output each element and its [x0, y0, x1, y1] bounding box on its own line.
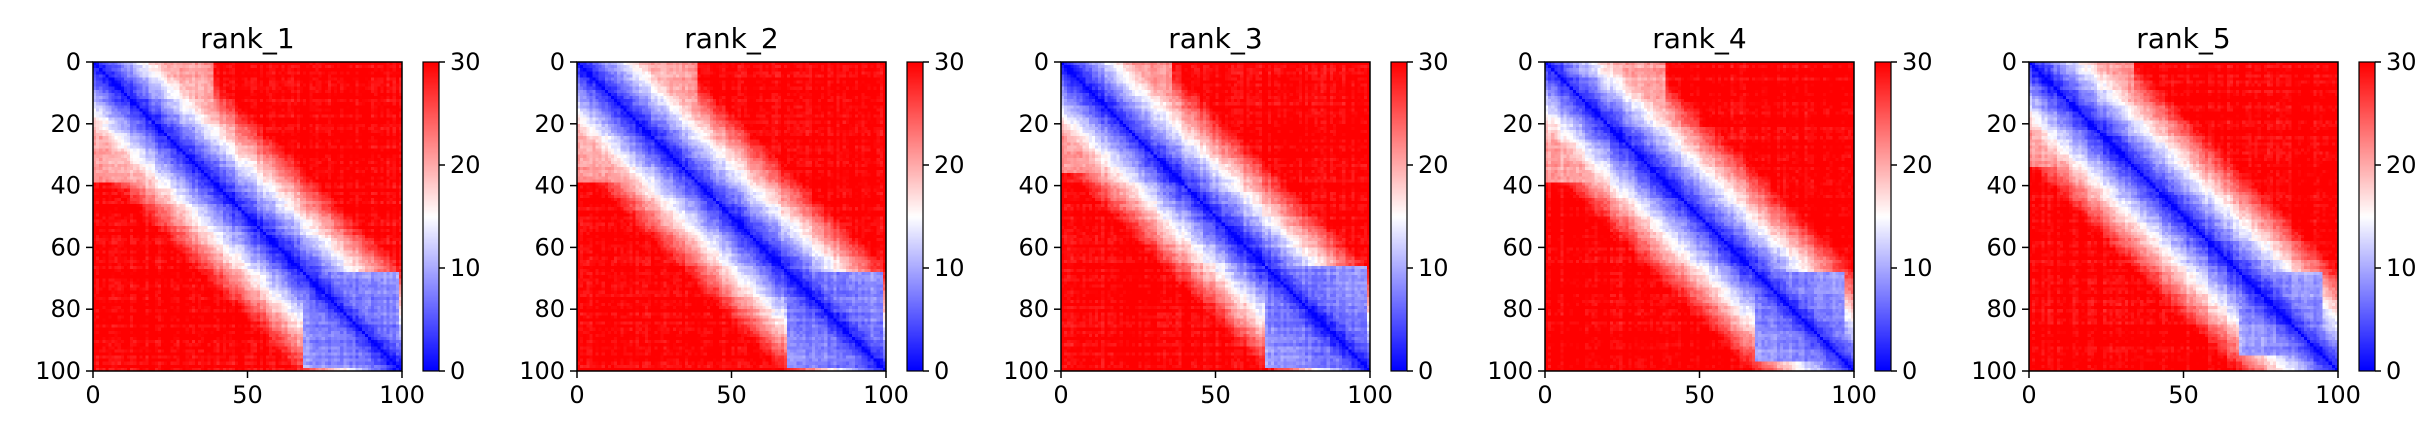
colorbar-tick-label: 0: [1418, 357, 1433, 385]
colorbar-tick-label: 20: [450, 151, 481, 179]
x-tick-label: 0: [569, 381, 584, 409]
x-tick-label: 0: [1053, 381, 1068, 409]
y-tick-label: 20: [534, 110, 565, 138]
colorbar-tick-label: 10: [450, 254, 481, 282]
panel-title: rank_3: [1168, 22, 1262, 55]
y-tick-label: 0: [2002, 48, 2017, 76]
y-tick-label: 80: [1986, 295, 2017, 323]
colorbar: [1391, 62, 1407, 371]
x-tick-label: 50: [2168, 381, 2199, 409]
x-tick-label: 100: [1347, 381, 1393, 409]
colorbar: [907, 62, 923, 371]
y-tick-label: 40: [534, 172, 565, 200]
x-tick-label: 0: [2021, 381, 2036, 409]
x-tick-label: 50: [716, 381, 747, 409]
colorbar-tick-label: 20: [1902, 151, 1933, 179]
y-tick-label: 60: [1018, 233, 1049, 261]
x-tick-label: 100: [863, 381, 909, 409]
colorbar-tick-label: 0: [2386, 357, 2401, 385]
panel-title: rank_5: [2136, 22, 2230, 55]
colorbar-frame: [906, 61, 924, 372]
x-tick-label: 0: [1537, 381, 1552, 409]
colorbar: [2359, 62, 2375, 371]
x-tick-label: 100: [379, 381, 425, 409]
y-tick-label: 100: [35, 357, 81, 385]
colorbar-tick-label: 30: [450, 48, 481, 76]
panel-title: rank_1: [200, 22, 294, 55]
panel-title: rank_2: [684, 22, 778, 55]
panel-title: rank_4: [1652, 22, 1746, 55]
y-tick-label: 40: [1986, 172, 2017, 200]
colorbar: [423, 62, 439, 371]
heatmap-matrix: [1061, 62, 1370, 371]
y-tick-label: 100: [1003, 357, 1049, 385]
y-tick-label: 60: [1986, 233, 2017, 261]
y-tick-label: 80: [1018, 295, 1049, 323]
colorbar-tick-label: 10: [1902, 254, 1933, 282]
y-tick-label: 20: [1502, 110, 1533, 138]
colorbar-tick-label: 10: [934, 254, 965, 282]
colorbar-frame: [422, 61, 440, 372]
heatmap-matrix: [2029, 62, 2338, 371]
y-tick-label: 0: [1034, 48, 1049, 76]
colorbar-tick-label: 20: [2386, 151, 2417, 179]
y-tick-label: 60: [50, 233, 81, 261]
colorbar-tick-label: 30: [934, 48, 965, 76]
y-tick-label: 80: [1502, 295, 1533, 323]
colorbar-tick-label: 0: [450, 357, 465, 385]
colorbar-frame: [2358, 61, 2376, 372]
colorbar-tick-label: 20: [934, 151, 965, 179]
y-tick-label: 0: [66, 48, 81, 76]
x-tick-label: 50: [1684, 381, 1715, 409]
y-tick-label: 100: [1487, 357, 1533, 385]
y-tick-label: 80: [50, 295, 81, 323]
colorbar-tick-label: 10: [1418, 254, 1449, 282]
y-tick-label: 0: [550, 48, 565, 76]
colorbar-tick-label: 0: [934, 357, 949, 385]
colorbar-tick-label: 30: [2386, 48, 2417, 76]
colorbar-tick-label: 30: [1418, 48, 1449, 76]
colorbar-tick-label: 30: [1902, 48, 1933, 76]
y-tick-label: 40: [50, 172, 81, 200]
heatmap-matrix: [93, 62, 402, 371]
y-tick-label: 40: [1018, 172, 1049, 200]
y-tick-label: 20: [50, 110, 81, 138]
colorbar: [1875, 62, 1891, 371]
heatmap-matrix: [1545, 62, 1854, 371]
colorbar-tick-label: 0: [1902, 357, 1917, 385]
x-tick-label: 50: [1200, 381, 1231, 409]
y-tick-label: 40: [1502, 172, 1533, 200]
colorbar-frame: [1874, 61, 1892, 372]
x-tick-label: 100: [2315, 381, 2361, 409]
y-tick-label: 80: [534, 295, 565, 323]
y-tick-label: 100: [519, 357, 565, 385]
x-tick-label: 0: [85, 381, 100, 409]
colorbar-tick-label: 20: [1418, 151, 1449, 179]
heatmap-matrix: [577, 62, 886, 371]
y-tick-label: 0: [1518, 48, 1533, 76]
y-tick-label: 20: [1018, 110, 1049, 138]
y-tick-label: 20: [1986, 110, 2017, 138]
colorbar-tick-label: 10: [2386, 254, 2417, 282]
x-tick-label: 50: [232, 381, 263, 409]
colorbar-frame: [1390, 61, 1408, 372]
y-tick-label: 60: [1502, 233, 1533, 261]
x-tick-label: 100: [1831, 381, 1877, 409]
y-tick-label: 100: [1971, 357, 2017, 385]
y-tick-label: 60: [534, 233, 565, 261]
